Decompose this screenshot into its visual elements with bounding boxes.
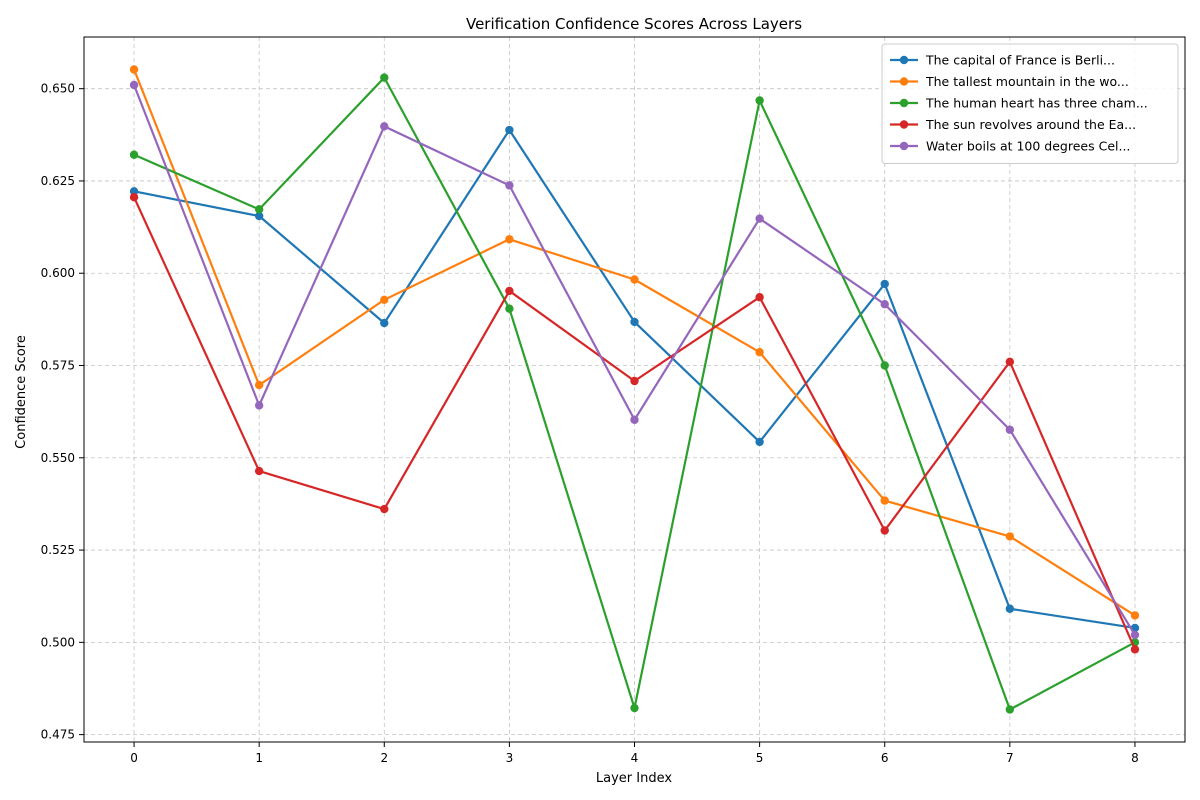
data-point [129, 192, 139, 202]
series-1 [129, 125, 1140, 633]
data-point [880, 526, 889, 535]
legend-item: The capital of France is Berli... [890, 53, 1115, 68]
data-point [1005, 425, 1015, 434]
legend-marker [899, 77, 909, 86]
data-point [880, 496, 889, 505]
legend-marker [899, 141, 909, 151]
legend-label: The sun revolves around the Ea... [925, 117, 1136, 132]
legend-item: The tallest mountain in the wo... [890, 74, 1129, 89]
x-tick-label: 8 [1131, 751, 1139, 765]
y-tick-label: 0.575 [41, 359, 75, 373]
series-3 [129, 73, 1140, 714]
data-point [755, 293, 764, 302]
data-point [630, 317, 639, 327]
x-tick-label: 4 [631, 751, 639, 765]
legend-label: The capital of France is Berli... [925, 53, 1115, 68]
x-tick-label: 5 [756, 751, 764, 765]
data-point [380, 73, 389, 82]
data-point [630, 415, 639, 424]
y-tick-label: 0.550 [41, 451, 75, 465]
data-point [880, 361, 889, 370]
y-tick-label: 0.500 [41, 635, 75, 649]
data-point [380, 318, 389, 328]
legend-item: The sun revolves around the Ea... [890, 117, 1136, 132]
x-tick-label: 6 [881, 751, 889, 765]
legend-item: The human heart has three cham... [890, 96, 1148, 111]
y-tick-label: 0.475 [41, 728, 75, 742]
series-4 [129, 192, 1140, 654]
legend: The capital of France is Berli... The tal… [881, 43, 1179, 164]
x-tick-label: 0 [130, 751, 138, 765]
x-axis-label: Layer Index [596, 771, 672, 786]
data-point [755, 348, 764, 357]
data-point [505, 181, 514, 190]
data-point [505, 235, 514, 244]
data-point [254, 211, 264, 221]
legend-label: Water boils at 100 degrees Cel... [926, 139, 1130, 154]
data-point [1130, 645, 1140, 654]
data-point [880, 279, 889, 289]
data-point [1005, 357, 1015, 367]
y-tick-label: 0.600 [41, 266, 75, 280]
data-point [630, 703, 639, 713]
data-point [1005, 705, 1015, 714]
data-point [254, 466, 264, 476]
data-point [755, 437, 764, 447]
data-point [1005, 604, 1015, 613]
y-tick-label: 0.650 [41, 82, 75, 96]
data-point [254, 401, 264, 410]
data-point [505, 125, 514, 135]
data-point [630, 376, 639, 386]
legend-item: Water boils at 100 degrees Cel... [890, 139, 1130, 154]
legend-box [881, 43, 1179, 164]
x-tick-label: 1 [255, 751, 263, 765]
data-point [129, 80, 139, 90]
data-point [505, 304, 514, 313]
y-axis-label: Confidence Score [14, 335, 29, 449]
y-tick-label: 0.625 [41, 174, 75, 188]
legend-marker [899, 55, 909, 65]
chart-title: Verification Confidence Scores Across La… [466, 15, 802, 33]
y-tick-label: 0.525 [41, 543, 75, 557]
data-point [380, 122, 389, 131]
data-point [380, 295, 389, 305]
data-point [1005, 532, 1015, 541]
x-tick-label: 7 [1006, 751, 1014, 765]
legend-label: The human heart has three cham... [925, 96, 1148, 111]
x-axis: 0 1 2 3 4 5 6 7 8 [130, 742, 1139, 765]
x-tick-label: 3 [506, 751, 514, 765]
data-point [254, 205, 264, 214]
y-axis: 0.475 0.500 0.525 0.550 0.575 0.600 0.625 0.650 [41, 82, 84, 742]
data-point [129, 187, 139, 196]
legend-marker [899, 120, 909, 129]
x-tick-label: 2 [380, 751, 388, 765]
data-point [254, 380, 264, 390]
data-point [755, 96, 764, 105]
data-point [129, 150, 139, 159]
data-point [755, 214, 764, 223]
data-point [1130, 611, 1140, 620]
legend-label: The tallest mountain in the wo... [925, 74, 1129, 89]
data-point [880, 300, 889, 309]
data-point [505, 286, 514, 296]
data-point [630, 275, 639, 284]
data-point [380, 504, 389, 514]
series-2 [129, 65, 1140, 620]
data-point [129, 65, 139, 74]
series-group [129, 65, 1140, 714]
series-5 [129, 80, 1140, 640]
data-point [1130, 630, 1140, 640]
legend-marker [899, 98, 909, 108]
